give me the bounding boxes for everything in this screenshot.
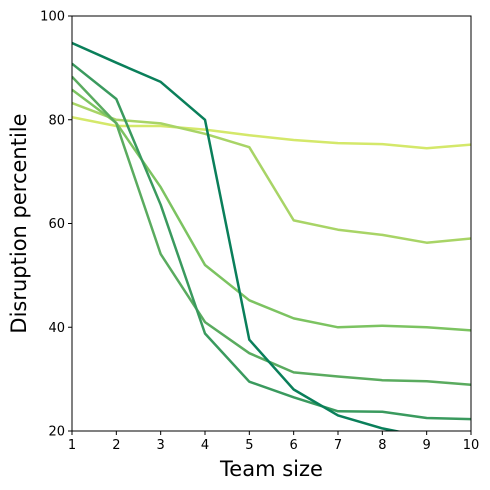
- x-tick-label: 5: [245, 438, 253, 453]
- series-line-6: [72, 41, 402, 431]
- y-tick-label: 40: [48, 321, 65, 336]
- series-layer: [72, 41, 471, 431]
- y-axis-label: Disruption percentile: [7, 113, 31, 333]
- y-tick-label: 60: [48, 217, 65, 232]
- x-tick-label: 3: [157, 438, 165, 453]
- series-line-5: [72, 62, 471, 421]
- x-tick-label: 6: [290, 438, 298, 453]
- y-tick-label: 80: [48, 113, 65, 128]
- x-tick-label: 8: [378, 438, 386, 453]
- x-axis: 1 2 3 4 5 6 7 8 9 10: [68, 431, 479, 453]
- x-tick-label: 10: [463, 438, 480, 453]
- plot-frame: [71, 15, 472, 432]
- series-line-2: [72, 101, 471, 244]
- y-tick-label: 100: [40, 10, 65, 25]
- series-line-1: [72, 115, 471, 150]
- x-tick-label: 7: [334, 438, 342, 453]
- y-axis: 20 40 60 80 100: [40, 10, 72, 440]
- x-axis-label: Team size: [219, 457, 323, 481]
- x-tick-label: 2: [112, 438, 120, 453]
- y-tick-label: 20: [48, 425, 65, 440]
- x-tick-label: 4: [201, 438, 209, 453]
- x-tick-label: 1: [68, 438, 76, 453]
- x-tick-label: 9: [423, 438, 431, 453]
- series-line-4: [72, 75, 471, 387]
